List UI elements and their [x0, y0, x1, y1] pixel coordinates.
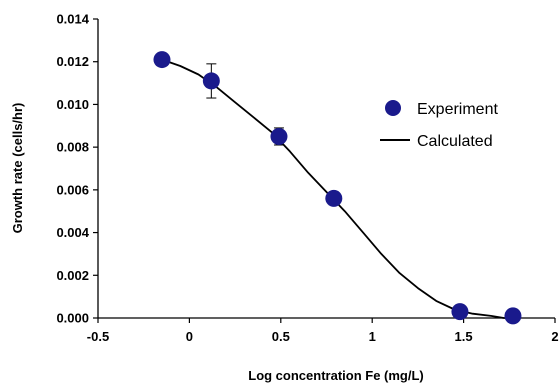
x-tick-label: 2 — [551, 329, 558, 344]
axes — [93, 18, 556, 323]
tick-labels-layer: 0.000 0.002 0.004 0.006 0.008 0.010 0.012 0.014… — [56, 12, 558, 345]
y-tick-label: 0.014 — [56, 12, 89, 27]
x-tick-label: 0.5 — [272, 329, 290, 344]
x-axis-title: Log concentration Fe (mg/L) — [248, 368, 424, 383]
x-tick-label: 0 — [186, 329, 193, 344]
x-tick-label: 1.5 — [455, 329, 473, 344]
experiment-point — [451, 303, 469, 321]
experiment-points-layer — [153, 51, 522, 325]
legend-experiment-label: Experiment — [417, 101, 498, 118]
experiment-point — [504, 307, 522, 325]
legend-calculated-label: Calculated — [417, 133, 493, 150]
experiment-point — [325, 189, 343, 207]
y-tick-label: 0.002 — [56, 268, 89, 283]
experiment-point — [202, 72, 220, 90]
y-tick-label: 0.012 — [56, 54, 89, 69]
y-axis-title: Growth rate (cells/hr) — [10, 103, 25, 234]
y-tick-label: 0.010 — [56, 97, 89, 112]
experiment-point — [153, 51, 171, 69]
y-tick-label: 0.004 — [56, 225, 89, 240]
experiment-point — [270, 127, 288, 145]
x-tick-label: 1 — [369, 329, 376, 344]
legend-experiment-marker — [385, 100, 401, 116]
x-tick-label: -0.5 — [87, 329, 109, 344]
y-tick-label: 0.006 — [56, 182, 89, 197]
legend: Experiment Calculated — [380, 100, 498, 150]
y-tick-label: 0.000 — [56, 311, 89, 326]
y-tick-label: 0.008 — [56, 140, 89, 155]
